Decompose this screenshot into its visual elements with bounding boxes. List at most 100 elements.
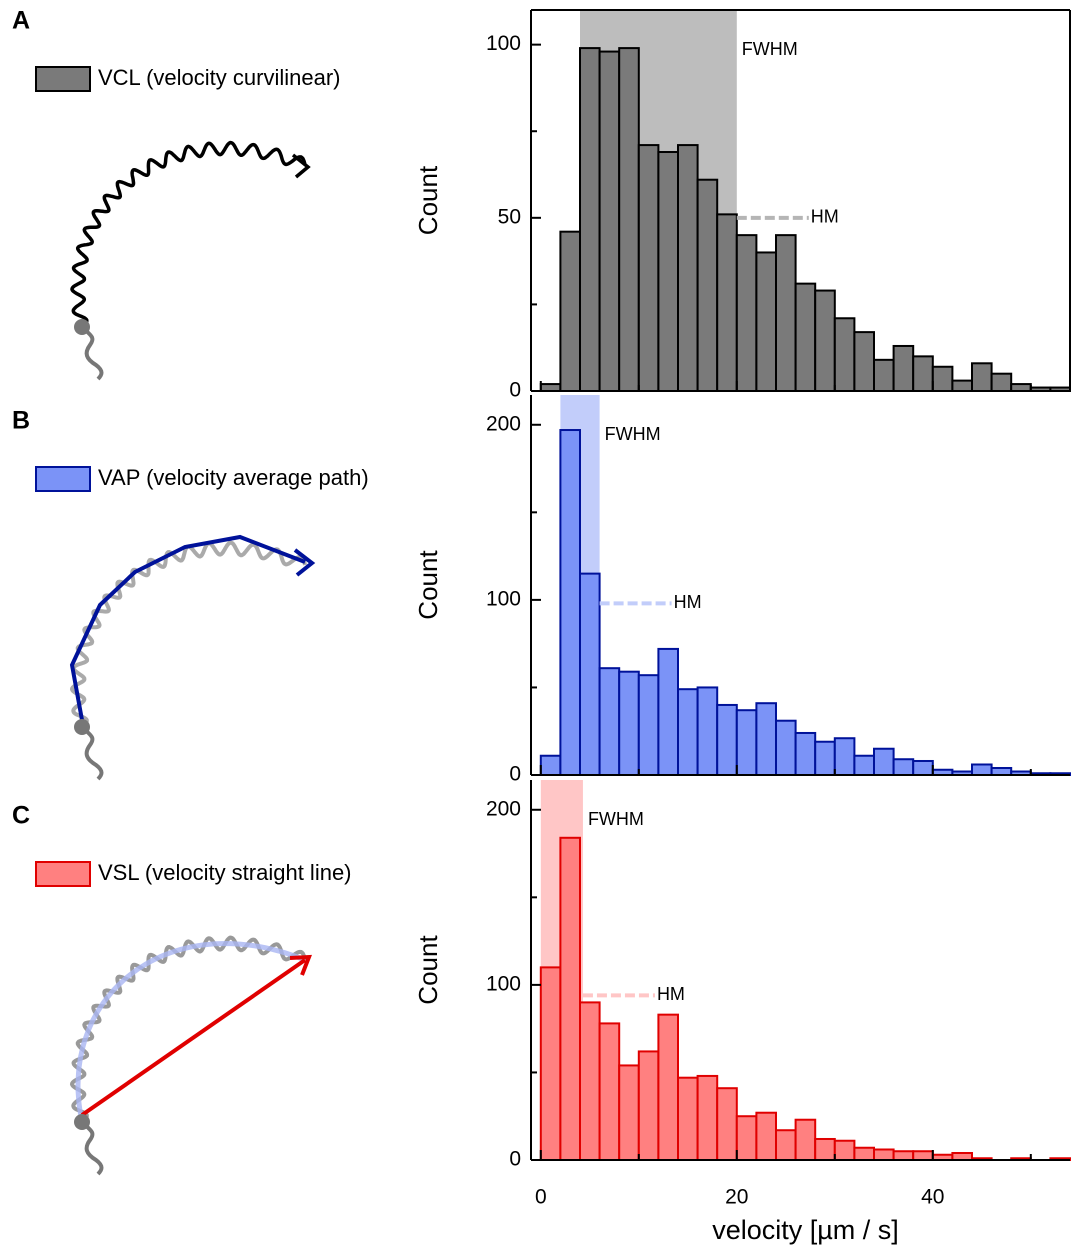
bar: [657, 647, 680, 776]
curvilinear-path: [70, 140, 307, 329]
bar: [618, 1064, 640, 1161]
y-axis-label: Count: [413, 550, 443, 620]
fwhm-label: FWHM: [742, 39, 798, 59]
tail: [80, 325, 104, 381]
bar: [892, 344, 915, 392]
bar: [794, 282, 817, 392]
average-path: [69, 534, 306, 721]
bar: [716, 703, 738, 776]
bar: [677, 688, 699, 776]
hm-label: HM: [811, 207, 839, 227]
bar: [912, 759, 934, 776]
x-axis-label: velocity [µm / s]: [712, 1215, 899, 1245]
fwhm-label: FWHM: [605, 424, 661, 444]
y-tick-label: 0: [509, 1148, 521, 1171]
fwhm-label: FWHM: [588, 809, 644, 829]
bar: [539, 383, 562, 392]
bar: [794, 731, 817, 776]
y-axis-label: Count: [413, 165, 443, 235]
x-tick-label: 0: [535, 1186, 547, 1209]
arrow-head: [289, 954, 312, 976]
y-tick-label: 200: [486, 797, 521, 820]
bar: [833, 1139, 856, 1161]
bar: [951, 379, 974, 393]
bar: [873, 358, 895, 392]
x-tick-label: 20: [725, 1186, 748, 1209]
x-tick-label: 40: [921, 1186, 944, 1209]
legend-label: VAP (velocity average path): [98, 465, 369, 490]
bar: [539, 966, 562, 1162]
bar: [735, 1115, 758, 1161]
bar: [677, 144, 699, 392]
bar: [696, 178, 719, 392]
legend-label: VCL (velocity curvilinear): [98, 65, 340, 90]
bar: [559, 836, 582, 1161]
bar: [912, 1150, 934, 1162]
bar: [1010, 383, 1032, 392]
bar: [853, 331, 876, 393]
bar: [990, 372, 1013, 393]
bar: [618, 47, 640, 392]
hm-label: HM: [657, 984, 685, 1004]
y-axis-label: Count: [413, 935, 443, 1005]
y-tick-label: 0: [509, 763, 521, 786]
bar: [618, 670, 640, 776]
bar: [755, 251, 778, 392]
y-tick-label: 100: [486, 32, 521, 55]
bar: [951, 1151, 974, 1161]
y-tick-label: 100: [486, 972, 521, 995]
curvilinear-path: [69, 540, 307, 729]
bar: [559, 230, 582, 392]
straight-line: [80, 958, 307, 1117]
bar: [853, 1146, 876, 1162]
y-tick-label: 50: [498, 205, 521, 228]
bar: [598, 1022, 621, 1162]
bar: [971, 763, 993, 777]
bar: [755, 702, 778, 776]
bar: [716, 1087, 738, 1161]
bar: [971, 362, 993, 393]
tail: [80, 1120, 104, 1176]
bar: [579, 1001, 601, 1161]
bar: [775, 719, 797, 777]
bar: [735, 234, 758, 392]
bar: [814, 289, 836, 392]
average-path: [75, 940, 306, 1123]
bar: [853, 754, 876, 776]
bar: [873, 1148, 895, 1161]
y-tick-label: 100: [486, 587, 521, 610]
bar: [892, 758, 915, 776]
bar: [794, 1118, 817, 1162]
bar: [657, 151, 680, 392]
bar: [735, 709, 758, 777]
bar: [579, 572, 601, 776]
bar: [677, 1076, 699, 1161]
y-tick-label: 0: [509, 379, 521, 402]
hm-label: HM: [674, 592, 702, 612]
arrow-head: [291, 153, 311, 179]
bar: [598, 50, 621, 393]
sperm-head: [74, 1114, 90, 1130]
legend-swatch: [35, 466, 91, 492]
bar: [637, 144, 660, 392]
bar: [892, 1150, 915, 1162]
bar: [559, 429, 582, 776]
bar: [598, 667, 621, 777]
bar: [696, 686, 719, 776]
bar: [814, 1137, 836, 1162]
bar: [990, 766, 1013, 776]
tail: [80, 725, 104, 781]
bar: [539, 754, 562, 776]
arrow-head: [293, 548, 316, 577]
bar: [912, 355, 934, 393]
sperm-head: [74, 719, 90, 735]
bar: [814, 740, 836, 776]
legend-label: VSL (velocity straight line): [98, 860, 352, 885]
panel-letter: A: [12, 7, 30, 35]
bar: [931, 365, 954, 393]
y-tick-label: 200: [486, 412, 521, 435]
bar: [637, 674, 660, 776]
bar: [696, 1074, 719, 1161]
bar: [579, 47, 601, 392]
